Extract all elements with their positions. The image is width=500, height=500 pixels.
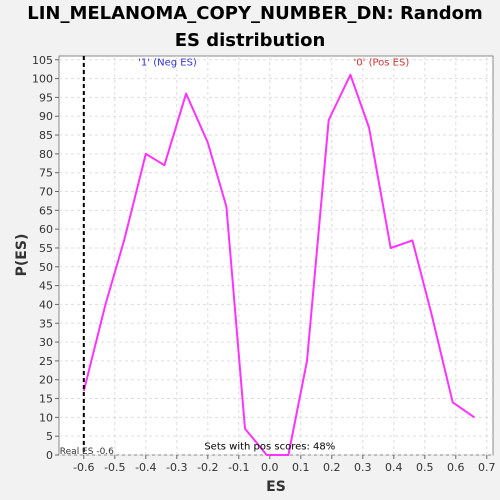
- y-tick-label: 20: [39, 374, 53, 387]
- y-tick-label: 75: [39, 167, 53, 180]
- x-tick-label: 0.1: [292, 461, 310, 474]
- y-tick-label: 30: [39, 336, 53, 349]
- real-es-label: Real ES -0.6: [60, 447, 114, 457]
- y-tick-label: 0: [46, 449, 53, 462]
- chart-annotation: '1' (Neg ES): [138, 57, 197, 68]
- y-tick-label: 15: [39, 393, 53, 406]
- x-tick-label: 0.2: [323, 461, 341, 474]
- x-axis-ticks: -0.6 -0.5 -0.4 -0.3 -0.2 -0.1 0.0 0.1 0.2 0.3 0.4 0…: [73, 455, 496, 474]
- x-tick-label: 0.7: [478, 461, 496, 474]
- chart-annotation: Sets with pos scores: 48%: [204, 441, 335, 452]
- x-tick-label: 0.0: [261, 461, 279, 474]
- y-axis-label: P(ES): [14, 234, 30, 277]
- y-tick-label: 65: [39, 204, 53, 217]
- y-tick-label: 70: [39, 186, 53, 199]
- y-tick-label: 100: [32, 73, 53, 86]
- marker-layer: Real ES -0.6: [60, 56, 114, 457]
- y-tick-label: 95: [39, 91, 53, 104]
- x-tick-label: 0.5: [416, 461, 434, 474]
- y-tick-label: 45: [39, 280, 53, 293]
- es-distribution-line: [82, 73, 475, 456]
- x-tick-label: 0.6: [447, 461, 465, 474]
- x-tick-label: -0.1: [228, 461, 249, 474]
- y-tick-label: 90: [39, 110, 53, 123]
- x-tick-label: -0.2: [197, 461, 218, 474]
- y-tick-label: 55: [39, 242, 53, 255]
- y-tick-label: 80: [39, 148, 53, 161]
- x-axis-label: ES: [266, 479, 286, 495]
- chart-title-line-1: LIN_MELANOMA_COPY_NUMBER_DN: Random: [27, 3, 483, 24]
- y-tick-label: 60: [39, 223, 53, 236]
- x-tick-label: -0.5: [104, 461, 125, 474]
- annotation-layer: '1' (Neg ES) '0' (Pos ES) Sets with pos sc…: [138, 57, 409, 452]
- chart-annotation: '0' (Pos ES): [354, 57, 410, 68]
- y-tick-label: 40: [39, 298, 53, 311]
- y-tick-label: 50: [39, 261, 53, 274]
- x-tick-label: -0.4: [135, 461, 156, 474]
- chart-title-line-2: ES distribution: [175, 30, 326, 51]
- y-tick-label: 85: [39, 129, 53, 142]
- grid-lines: [59, 56, 493, 456]
- x-tick-label: 0.3: [354, 461, 372, 474]
- y-tick-label: 25: [39, 355, 53, 368]
- x-tick-label: 0.4: [385, 461, 403, 474]
- x-tick-label: -0.6: [73, 461, 94, 474]
- y-axis-ticks: 0 5 10 15 20 25 30 35 40 45 50 55 60 65 70 75 80 85 90 95 10…: [32, 54, 59, 462]
- y-tick-label: 35: [39, 317, 53, 330]
- y-tick-label: 105: [32, 54, 53, 67]
- y-tick-label: 10: [39, 411, 53, 424]
- x-tick-label: -0.3: [166, 461, 187, 474]
- series-layer: [82, 73, 475, 456]
- plot-area: [58, 55, 494, 456]
- y-tick-label: 5: [46, 430, 53, 443]
